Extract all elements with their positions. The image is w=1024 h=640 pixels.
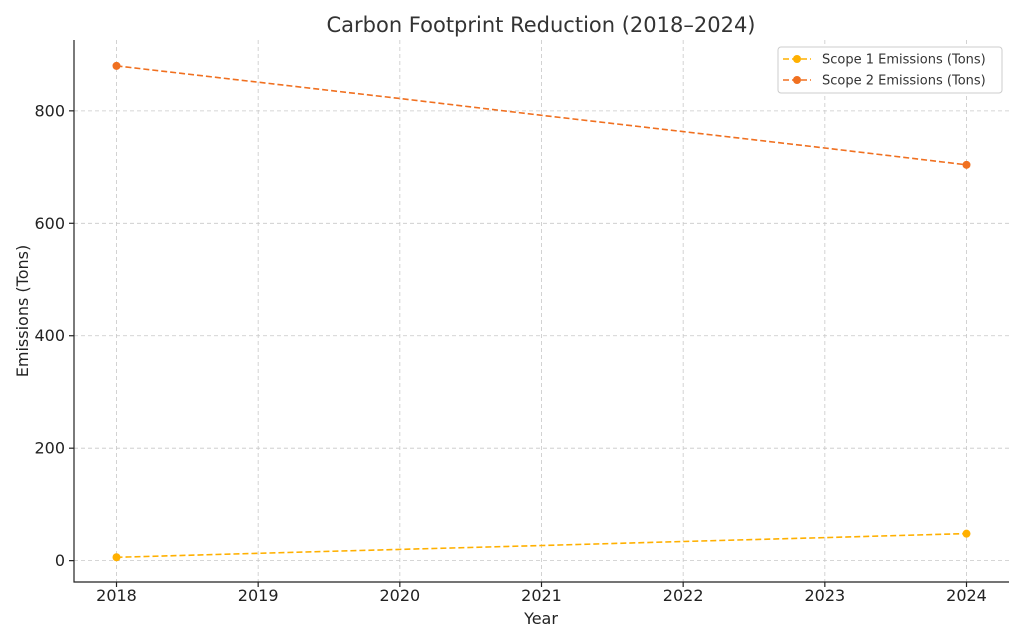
axes bbox=[73, 40, 1009, 583]
grid bbox=[74, 40, 1009, 582]
x-axis-label: Year bbox=[523, 609, 558, 628]
series-layer bbox=[112, 61, 971, 562]
y-tick-label: 0 bbox=[55, 551, 65, 570]
data-point-series-1 bbox=[962, 529, 971, 538]
data-point-series-2 bbox=[112, 61, 121, 70]
legend-label-1: Scope 1 Emissions (Tons) bbox=[822, 53, 986, 68]
series-line-2 bbox=[116, 65, 967, 166]
axis-spines bbox=[73, 40, 1009, 583]
x-tick-label: 2022 bbox=[663, 586, 704, 605]
data-point-series-1 bbox=[112, 553, 121, 562]
y-tick-label: 800 bbox=[34, 101, 65, 120]
x-tick-label: 2024 bbox=[946, 586, 987, 605]
legend-box bbox=[777, 46, 1003, 94]
x-tick-label: 2018 bbox=[96, 586, 137, 605]
y-tick-label: 200 bbox=[34, 439, 65, 458]
series-line-1 bbox=[116, 532, 967, 559]
legend: Scope 1 Emissions (Tons) Scope 2 Emission… bbox=[777, 46, 1003, 94]
y-axis-label: Emissions (Tons) bbox=[13, 245, 32, 377]
x-tick-label: 2021 bbox=[521, 586, 562, 605]
y-tick-label: 400 bbox=[34, 326, 65, 345]
legend-marker-2 bbox=[793, 76, 801, 84]
legend-label-2: Scope 2 Emissions (Tons) bbox=[822, 74, 986, 89]
data-point-series-2 bbox=[962, 160, 971, 169]
chart-title: Carbon Footprint Reduction (2018–2024) bbox=[326, 13, 755, 37]
y-tick-label: 600 bbox=[34, 214, 65, 233]
legend-marker-1 bbox=[793, 55, 801, 63]
x-tick-label: 2020 bbox=[379, 586, 420, 605]
x-tick-label: 2023 bbox=[804, 586, 845, 605]
x-tick-label: 2019 bbox=[238, 586, 279, 605]
ticks: 2018 2019 2020 2021 2022 2023 2024 0 200 400 600 80… bbox=[34, 101, 986, 605]
